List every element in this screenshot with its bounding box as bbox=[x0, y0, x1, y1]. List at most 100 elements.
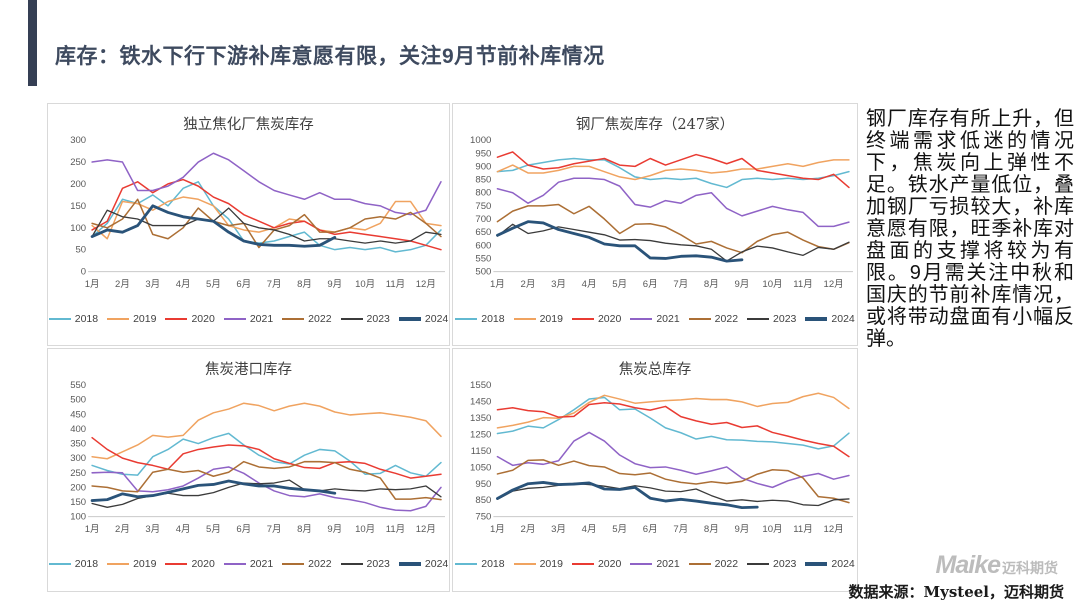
x-tick-label: 1月 bbox=[490, 279, 505, 290]
x-tick-label: 4月 bbox=[176, 524, 191, 535]
legend-item-2024: 2024 bbox=[805, 558, 855, 570]
x-tick-label: 3月 bbox=[145, 279, 160, 290]
x-tick-label: 3月 bbox=[551, 524, 566, 535]
x-tick-label: 12月 bbox=[416, 524, 436, 535]
x-tick-label: 8月 bbox=[704, 279, 719, 290]
legend-label-2023: 2023 bbox=[366, 558, 390, 570]
legend-item-2020: 2020 bbox=[165, 558, 215, 570]
x-tick-label: 12月 bbox=[824, 279, 844, 290]
x-tick-label: 10月 bbox=[762, 524, 782, 535]
legend-item-2019: 2019 bbox=[107, 558, 156, 570]
legend-label-2024: 2024 bbox=[831, 558, 855, 570]
series-line-2023 bbox=[91, 479, 442, 508]
x-tick-label: 8月 bbox=[297, 279, 312, 290]
series-line-2021 bbox=[496, 177, 850, 228]
series-line-2022 bbox=[496, 203, 850, 254]
series-line-2018 bbox=[496, 396, 850, 450]
chart-panel-port-inventory: 焦炭港口库存 100 150 200 250 300 350 400 450 500 550 1月 2… bbox=[47, 348, 450, 592]
x-tick-label: 2月 bbox=[115, 524, 130, 535]
legend-label-2018: 2018 bbox=[481, 313, 505, 325]
x-tick-label: 2月 bbox=[521, 524, 536, 535]
legend-item-2021: 2021 bbox=[223, 313, 274, 325]
chart-title: 焦炭港口库存 bbox=[205, 362, 292, 378]
series-line-2023 bbox=[496, 482, 850, 507]
maike-logo: Maike 迈科期货 bbox=[936, 551, 1058, 580]
y-tick-label: 1550 bbox=[470, 380, 491, 391]
legend-item-2024: 2024 bbox=[805, 313, 855, 325]
legend-label-2019: 2019 bbox=[133, 313, 157, 325]
legend-swatch-2021 bbox=[630, 563, 653, 565]
legend-item-2024: 2024 bbox=[398, 558, 448, 570]
legend-label-2021: 2021 bbox=[249, 313, 274, 325]
legend-swatch-2018 bbox=[48, 318, 71, 320]
y-tick-label: 800 bbox=[475, 188, 491, 199]
series-line-2021 bbox=[496, 431, 850, 489]
y-tick-label: 900 bbox=[475, 161, 491, 172]
y-tick-label: 100 bbox=[70, 512, 86, 523]
y-tick-label: 750 bbox=[475, 512, 491, 523]
series-line-2019 bbox=[496, 392, 850, 429]
line-chart: 500 550 600 650 700 750 800 850 900 950 1000 1月 2月 3月… bbox=[470, 135, 853, 290]
y-tick-label: 1150 bbox=[471, 446, 492, 457]
x-tick-label: 11月 bbox=[386, 279, 405, 290]
chart-legend: 2018 2019 2020 2021 2022 2023 2024 bbox=[453, 304, 857, 334]
legend-swatch-2022 bbox=[688, 563, 711, 565]
series-line-2023 bbox=[496, 223, 850, 262]
legend-swatch-2019 bbox=[513, 563, 536, 565]
maike-logo-chinese: 迈科期货 bbox=[1002, 560, 1058, 576]
y-tick-label: 850 bbox=[475, 495, 491, 506]
y-tick-label: 200 bbox=[70, 179, 86, 190]
series-line-2024 bbox=[90, 204, 337, 248]
line-chart: 0 50 100 150 200 250 300 1月 2月 3月 4月 5月 6月 7月 8月 9月 10月 1… bbox=[70, 135, 445, 290]
series-line-2023 bbox=[91, 207, 442, 244]
series-line-2024 bbox=[496, 481, 759, 510]
line-chart: 100 150 200 250 300 350 400 450 500 550 1月 2月 3月 4月 5月… bbox=[70, 380, 445, 535]
series-line-2018 bbox=[91, 432, 442, 478]
series-line-2022 bbox=[496, 459, 850, 504]
legend-label-2022: 2022 bbox=[714, 313, 739, 325]
x-tick-label: 1月 bbox=[85, 279, 100, 290]
legend-item-2021: 2021 bbox=[630, 313, 680, 325]
x-tick-label: 7月 bbox=[673, 524, 688, 535]
page-title: 库存：铁水下行下游补库意愿有限，关注9月节前补库情况 bbox=[55, 45, 605, 68]
legend-label-2022: 2022 bbox=[308, 313, 332, 325]
x-tick-label: 5月 bbox=[612, 524, 627, 535]
legend-label-2019: 2019 bbox=[133, 558, 157, 570]
x-tick-label: 11月 bbox=[793, 524, 813, 535]
x-tick-label: 5月 bbox=[206, 524, 221, 535]
x-tick-label: 9月 bbox=[327, 524, 342, 535]
x-tick-label: 9月 bbox=[734, 279, 749, 290]
legend-label-2021: 2021 bbox=[656, 558, 680, 570]
legend-item-2023: 2023 bbox=[340, 313, 390, 325]
legend-label-2024: 2024 bbox=[424, 313, 449, 325]
legend-swatch-2019 bbox=[513, 318, 536, 320]
legend-item-2024: 2024 bbox=[398, 313, 449, 325]
y-tick-label: 300 bbox=[70, 453, 86, 464]
legend-label-2021: 2021 bbox=[249, 558, 274, 570]
chart-panel-steel-mill-inventory-247: 钢厂焦炭库存（247家） 500 550 600 650 700 750 800 850 900… bbox=[452, 103, 858, 346]
x-tick-label: 10月 bbox=[762, 279, 782, 290]
legend-swatch-2023 bbox=[747, 563, 770, 565]
legend-item-2020: 2020 bbox=[165, 313, 215, 325]
legend-swatch-2024 bbox=[805, 317, 828, 321]
legend-item-2023: 2023 bbox=[747, 313, 796, 325]
y-tick-label: 300 bbox=[70, 135, 86, 146]
legend-item-2023: 2023 bbox=[340, 558, 390, 570]
legend-item-2018: 2018 bbox=[48, 558, 98, 570]
series-line-2022 bbox=[91, 460, 442, 501]
legend-label-2019: 2019 bbox=[539, 313, 563, 325]
chart-title: 焦炭总库存 bbox=[618, 362, 692, 378]
legend-label-2022: 2022 bbox=[308, 558, 332, 570]
x-tick-label: 6月 bbox=[643, 524, 658, 535]
y-tick-label: 500 bbox=[70, 395, 86, 406]
x-tick-label: 7月 bbox=[267, 524, 282, 535]
x-tick-label: 3月 bbox=[145, 524, 160, 535]
legend-item-2022: 2022 bbox=[688, 558, 738, 570]
legend-label-2020: 2020 bbox=[191, 313, 215, 325]
legend-swatch-2019 bbox=[107, 318, 130, 320]
legend-swatch-2021 bbox=[630, 318, 653, 320]
series-line-2019 bbox=[496, 159, 850, 181]
legend-swatch-2024 bbox=[805, 562, 828, 566]
y-tick-label: 650 bbox=[475, 227, 491, 238]
y-tick-label: 250 bbox=[70, 157, 86, 168]
